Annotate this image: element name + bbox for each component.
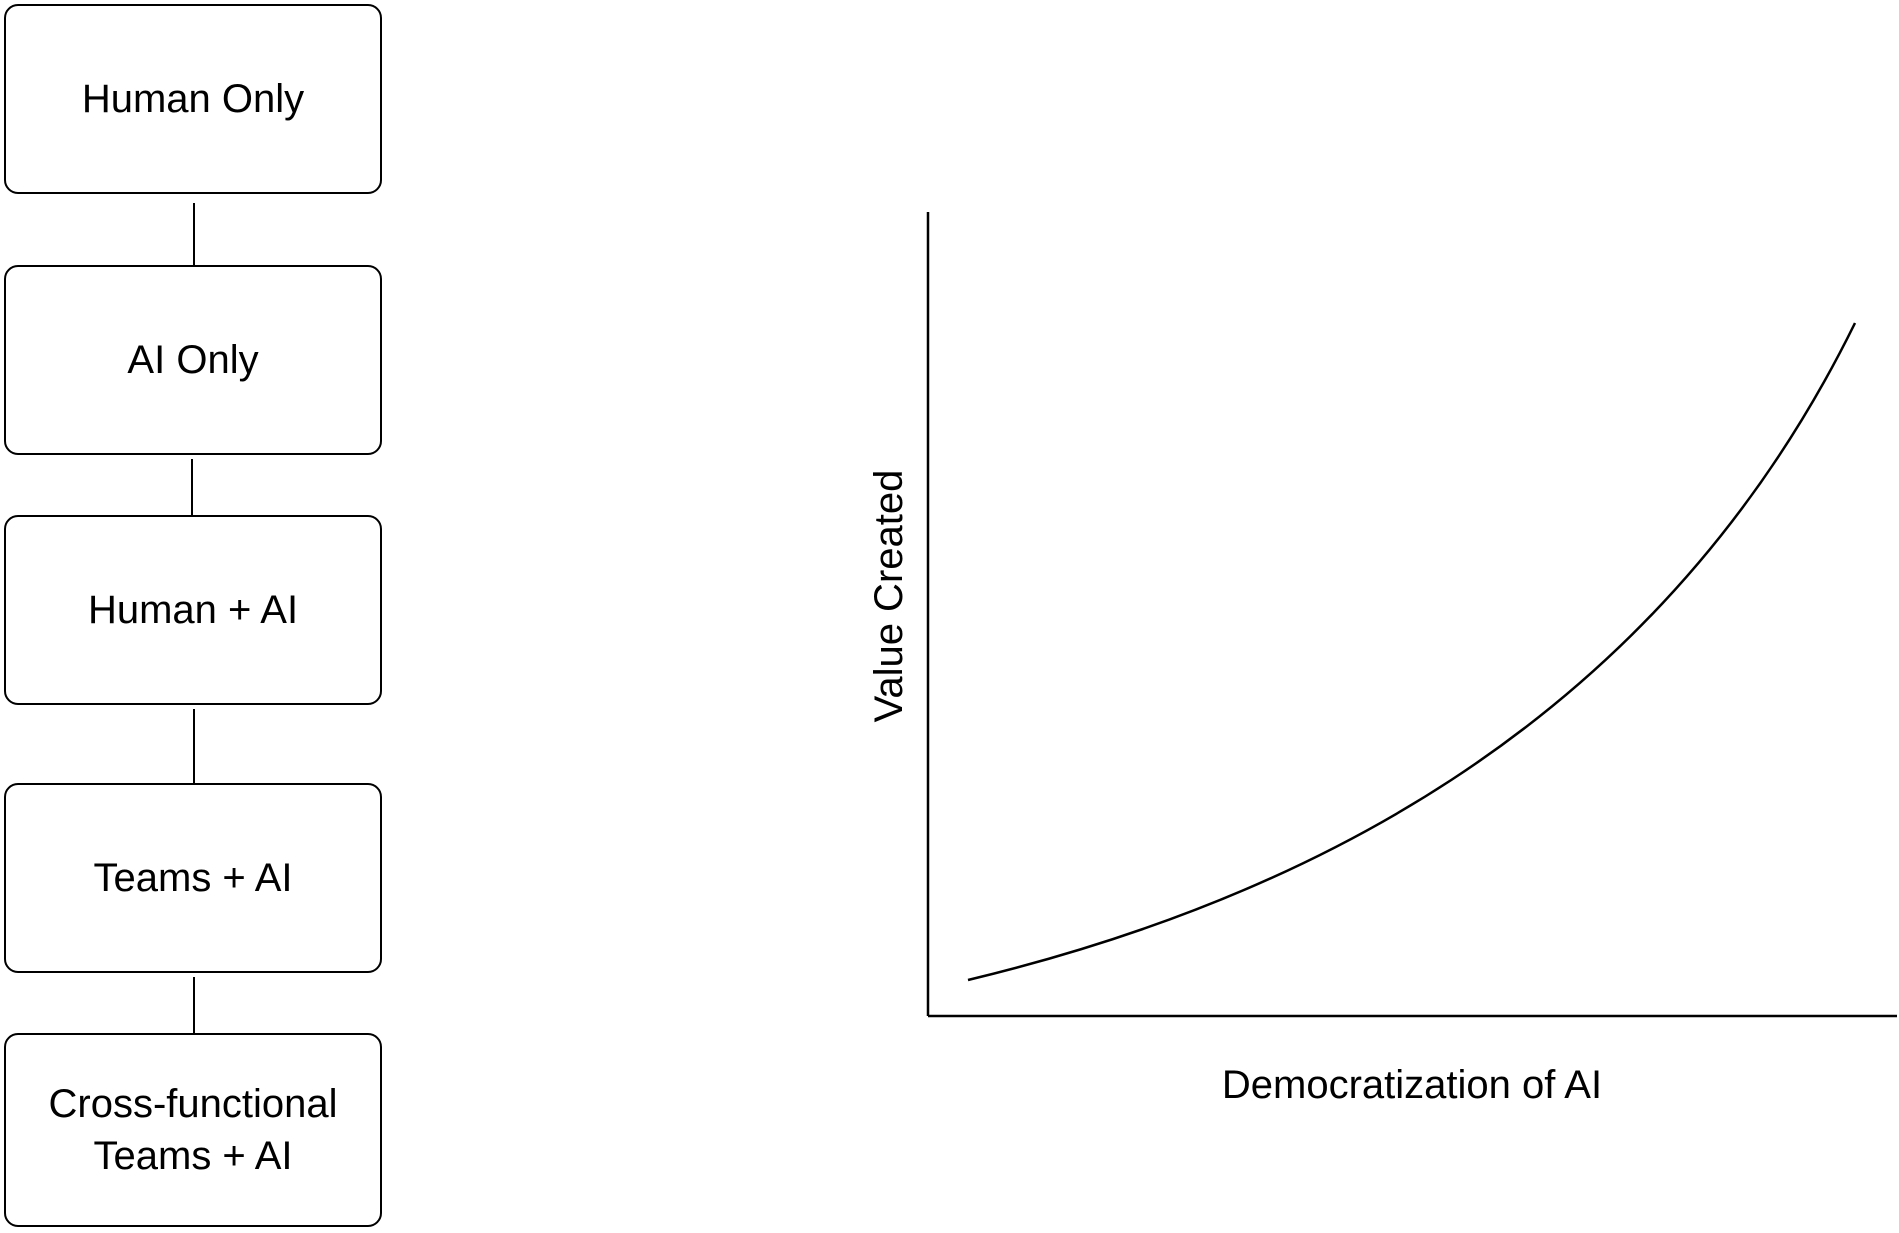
human-plus-ai-box: Human + AI xyxy=(4,515,382,705)
connector-line xyxy=(193,203,195,265)
connector-line xyxy=(193,709,195,783)
teams-plus-ai-label: Teams + AI xyxy=(93,856,293,900)
ai-only-box: AI Only xyxy=(4,265,382,455)
human-only-label: Human Only xyxy=(81,77,305,121)
human-only-box: Human Only xyxy=(4,4,382,194)
growth-curve xyxy=(967,322,1857,982)
cross-functional-teams-plus-ai-label: Cross-functional Teams + AI xyxy=(48,1082,338,1178)
teams-plus-ai-box: Teams + AI xyxy=(4,783,382,973)
ai-only-label: AI Only xyxy=(127,338,259,382)
y-axis-label: Value Created xyxy=(867,470,911,723)
connector-line xyxy=(193,977,195,1033)
human-plus-ai-label: Human + AI xyxy=(87,588,299,632)
x-axis-label: Democratization of AI xyxy=(1222,1063,1602,1107)
cross-functional-teams-plus-ai-box: Cross-functional Teams + AI xyxy=(4,1033,382,1227)
connector-line xyxy=(191,459,193,515)
